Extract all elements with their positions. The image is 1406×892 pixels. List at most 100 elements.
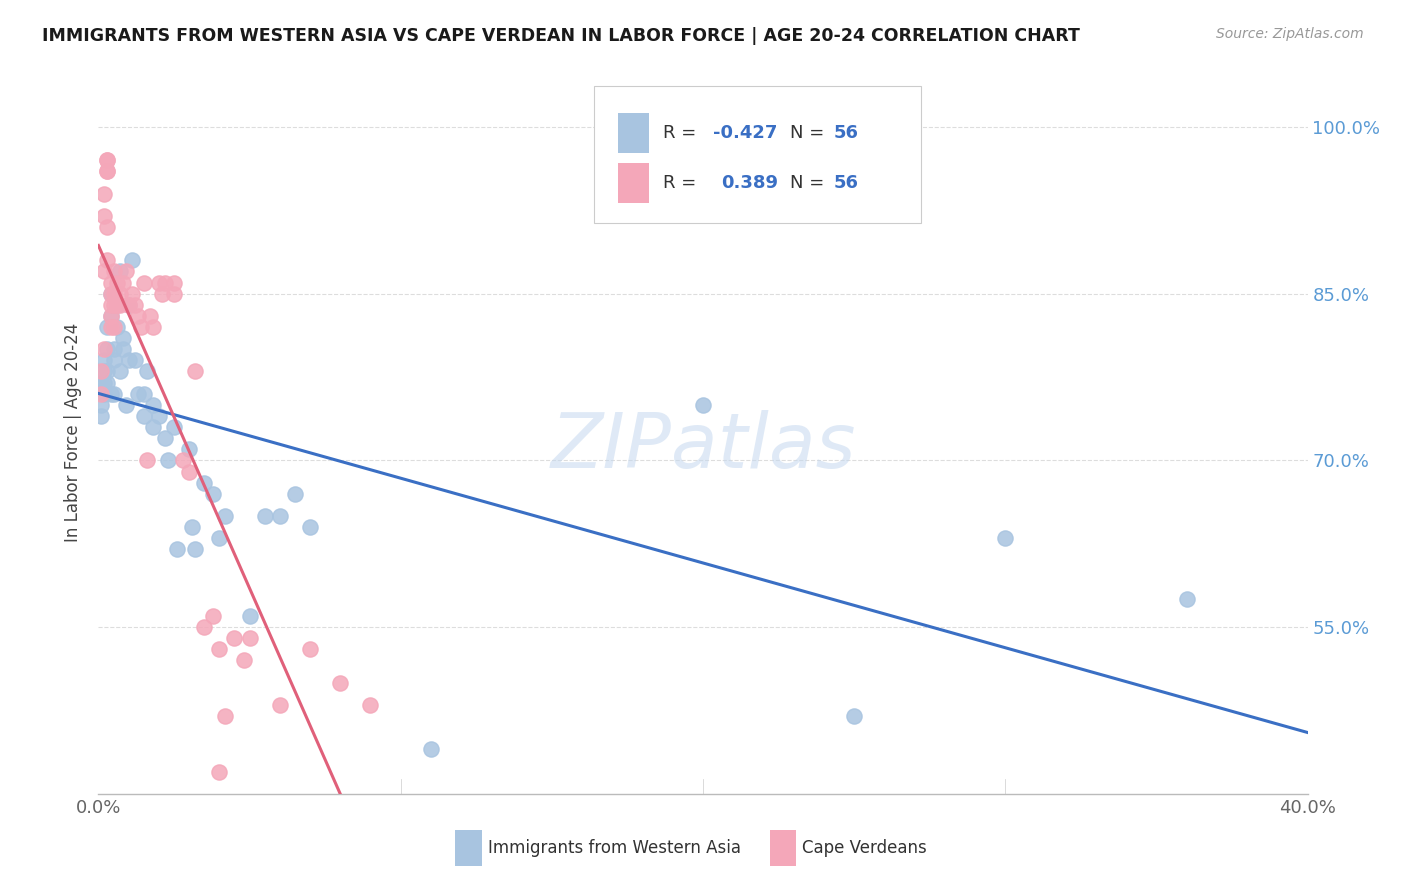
Point [93, 186, 115, 201]
Point [148, 276, 170, 290]
Point [994, 531, 1017, 545]
Point [232, 653, 254, 667]
Point [96, 320, 118, 334]
Point [100, 276, 122, 290]
Point [153, 431, 176, 445]
Point [100, 286, 122, 301]
Point [179, 465, 201, 479]
Point [148, 409, 170, 423]
Point [100, 309, 122, 323]
Text: N =: N = [790, 124, 830, 142]
Point [114, 264, 136, 278]
Point [360, 698, 382, 712]
Text: R =: R = [664, 174, 702, 193]
Point [153, 276, 176, 290]
Point [139, 309, 162, 323]
Point [121, 253, 143, 268]
Point [96, 219, 118, 234]
Point [103, 320, 125, 334]
Point [208, 531, 231, 545]
FancyBboxPatch shape [595, 86, 921, 223]
Text: Immigrants from Western Asia: Immigrants from Western Asia [488, 839, 741, 857]
Point [103, 264, 125, 278]
Point [135, 364, 157, 378]
Point [329, 675, 352, 690]
Point [96, 343, 118, 357]
Point [239, 632, 262, 646]
Point [202, 609, 225, 624]
Text: -0.427: -0.427 [713, 124, 778, 142]
Text: 0.389: 0.389 [721, 174, 778, 193]
FancyBboxPatch shape [456, 830, 482, 866]
Point [172, 453, 194, 467]
Point [103, 386, 125, 401]
Point [269, 508, 291, 523]
Point [132, 386, 155, 401]
Point [253, 508, 276, 523]
Point [269, 698, 291, 712]
Text: N =: N = [790, 174, 830, 193]
Point [127, 386, 149, 401]
Point [214, 508, 236, 523]
Point [108, 298, 131, 312]
Point [193, 475, 215, 490]
Point [118, 298, 141, 312]
Point [90, 398, 112, 412]
FancyBboxPatch shape [769, 830, 796, 866]
Point [284, 487, 307, 501]
Point [96, 164, 118, 178]
Point [132, 409, 155, 423]
Point [111, 343, 134, 357]
Y-axis label: In Labor Force | Age 20-24: In Labor Force | Age 20-24 [65, 323, 83, 542]
Point [93, 343, 115, 357]
Point [100, 298, 122, 312]
Point [844, 709, 866, 723]
Point [96, 376, 118, 390]
Point [118, 353, 141, 368]
Point [93, 376, 115, 390]
Point [142, 398, 165, 412]
Point [103, 298, 125, 312]
Point [96, 253, 118, 268]
Text: Source: ZipAtlas.com: Source: ZipAtlas.com [1216, 27, 1364, 41]
Point [96, 153, 118, 168]
Point [132, 276, 155, 290]
Point [105, 320, 128, 334]
Point [239, 609, 262, 624]
Point [108, 364, 131, 378]
Point [224, 632, 246, 646]
Point [90, 386, 112, 401]
Point [129, 320, 152, 334]
Point [299, 642, 322, 657]
Point [184, 364, 207, 378]
Point [90, 376, 112, 390]
Point [108, 264, 131, 278]
Point [163, 286, 186, 301]
Point [100, 309, 122, 323]
Point [135, 453, 157, 467]
Text: ZIPatlas: ZIPatlas [550, 410, 856, 484]
Point [202, 487, 225, 501]
Point [127, 309, 149, 323]
Point [111, 276, 134, 290]
Point [1175, 592, 1198, 607]
Point [108, 286, 131, 301]
Point [166, 542, 188, 557]
Point [214, 709, 236, 723]
Point [103, 343, 125, 357]
Point [208, 642, 231, 657]
Text: 56: 56 [834, 174, 859, 193]
Point [142, 320, 165, 334]
Point [179, 442, 201, 457]
Point [142, 420, 165, 434]
Point [124, 353, 146, 368]
Point [93, 264, 115, 278]
Point [93, 209, 115, 223]
Point [103, 353, 125, 368]
Point [100, 286, 122, 301]
Point [692, 398, 714, 412]
Text: 56: 56 [834, 124, 859, 142]
Point [156, 453, 179, 467]
Text: R =: R = [664, 124, 702, 142]
Point [105, 276, 128, 290]
